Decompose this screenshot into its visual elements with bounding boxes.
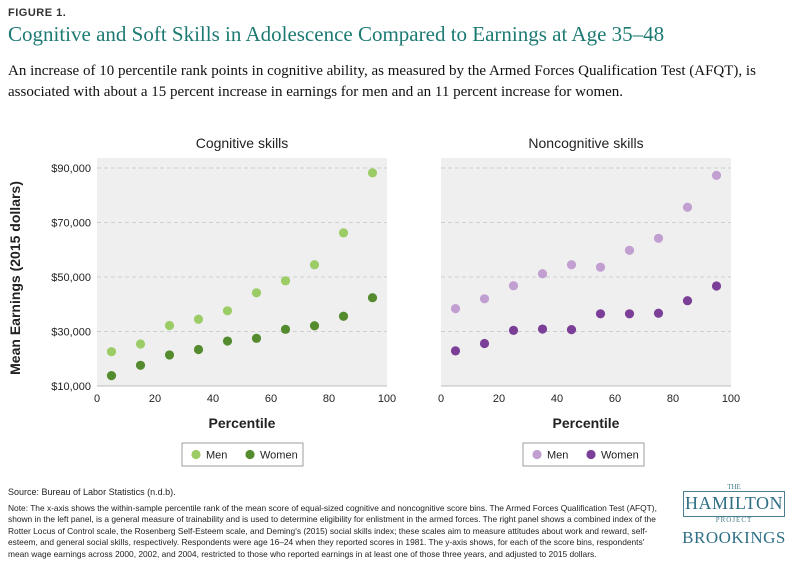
figure-subtitle: An increase of 10 percentile rank points… bbox=[8, 63, 756, 100]
cognitive-x-tick-label: 0 bbox=[94, 393, 100, 405]
cognitive-women-point bbox=[251, 333, 262, 343]
noncognitive-x-tick-label: 20 bbox=[493, 393, 505, 405]
source-note: Source: Bureau of Labor Statistics (n.d.… bbox=[8, 487, 176, 497]
cognitive-women-point bbox=[309, 321, 320, 331]
noncognitive-women-point bbox=[537, 324, 548, 334]
noncognitive-men-point bbox=[566, 260, 577, 270]
cognitive-men-point bbox=[193, 314, 204, 324]
logo-hamilton: HAMILTON bbox=[684, 493, 783, 513]
cognitive-women-point bbox=[135, 360, 146, 370]
cognitive-women-point bbox=[222, 336, 233, 346]
noncognitive-panel: Noncognitive skills 0 20 40 60 80 100 Percentil… bbox=[438, 135, 740, 467]
cognitive-legend-box bbox=[181, 442, 304, 467]
noncognitive-men-point bbox=[711, 170, 722, 180]
noncognitive-legend-men-swatch bbox=[532, 449, 542, 460]
noncognitive-men-point bbox=[682, 202, 693, 212]
noncognitive-men-point bbox=[624, 245, 635, 255]
y-tick-label: $90,000 bbox=[51, 163, 91, 175]
logo-brookings: BROOKINGS bbox=[682, 528, 786, 547]
noncognitive-women-point bbox=[653, 308, 664, 318]
noncognitive-x-tick-label: 0 bbox=[438, 393, 444, 405]
cognitive-legend-men-label: Men bbox=[206, 450, 227, 462]
noncognitive-women-point bbox=[450, 346, 461, 356]
noncognitive-women-point bbox=[682, 296, 693, 306]
y-tick-label: $50,000 bbox=[51, 272, 91, 284]
cognitive-x-tick-label: 40 bbox=[207, 393, 219, 405]
cognitive-x-tick-label: 60 bbox=[265, 393, 277, 405]
cognitive-men-point bbox=[309, 260, 320, 270]
cognitive-women-point bbox=[164, 350, 175, 360]
noncognitive-x-tick-label: 40 bbox=[551, 393, 563, 405]
noncognitive-women-point bbox=[624, 309, 635, 319]
noncognitive-x-tick-label: 60 bbox=[609, 393, 621, 405]
cognitive-legend-women-swatch bbox=[245, 449, 255, 460]
cognitive-x-axis-title: Percentile bbox=[209, 415, 276, 431]
cognitive-legend-men-swatch bbox=[191, 449, 201, 460]
cognitive-legend: Men Women bbox=[181, 442, 304, 467]
cognitive-plot-area bbox=[97, 158, 387, 386]
cognitive-legend-women-label: Women bbox=[260, 450, 298, 462]
noncognitive-x-tick-label: 80 bbox=[667, 393, 679, 405]
logo-project: PROJECT bbox=[715, 516, 753, 524]
cognitive-panel: Cognitive skills $10,000 $30,000 $50,000 $70… bbox=[51, 135, 396, 467]
y-tick-label: $70,000 bbox=[51, 218, 91, 230]
cognitive-men-point bbox=[367, 168, 378, 178]
noncognitive-legend-men-label: Men bbox=[547, 450, 568, 462]
noncognitive-x-axis-title: Percentile bbox=[553, 415, 620, 431]
noncognitive-men-point bbox=[595, 262, 606, 272]
noncognitive-women-point bbox=[508, 325, 519, 336]
cognitive-men-point bbox=[280, 276, 291, 286]
y-axis-title: Mean Earnings (2015 dollars) bbox=[7, 181, 23, 375]
noncognitive-women-point bbox=[479, 338, 490, 349]
charts-svg: Mean Earnings (2015 dollars) Cognitive s… bbox=[7, 135, 740, 467]
cognitive-men-point bbox=[222, 306, 233, 316]
cognitive-men-point bbox=[135, 339, 146, 349]
cognitive-x-tick-label: 100 bbox=[378, 393, 396, 405]
cognitive-women-point bbox=[280, 324, 291, 334]
noncognitive-legend-women-label: Women bbox=[601, 450, 639, 462]
cognitive-men-point bbox=[106, 347, 117, 357]
cognitive-panel-title: Cognitive skills bbox=[196, 135, 289, 151]
cognitive-men-point bbox=[338, 228, 349, 238]
y-tick-label: $30,000 bbox=[51, 327, 91, 339]
noncognitive-women-point bbox=[566, 324, 577, 335]
logo-the: THE bbox=[727, 483, 741, 491]
cognitive-men-point bbox=[251, 288, 262, 298]
noncognitive-legend: Men Women bbox=[522, 442, 645, 467]
noncognitive-plot-area bbox=[441, 158, 731, 386]
noncognitive-panel-title: Noncognitive skills bbox=[528, 135, 643, 151]
cognitive-women-point bbox=[338, 311, 349, 321]
cognitive-women-point bbox=[193, 344, 204, 355]
figure-label: FIGURE 1. bbox=[8, 7, 67, 19]
noncognitive-men-point bbox=[450, 304, 461, 314]
figure-title: Cognitive and Soft Skills in Adolescence… bbox=[8, 22, 665, 46]
cognitive-women-point bbox=[106, 371, 117, 381]
hamilton-brookings-logo: THE HAMILTON PROJECT BROOKINGS bbox=[676, 483, 792, 573]
noncognitive-legend-women-swatch bbox=[586, 449, 596, 460]
cognitive-x-tick-label: 80 bbox=[323, 393, 335, 405]
noncognitive-legend-box bbox=[522, 442, 645, 467]
noncognitive-men-point bbox=[653, 233, 664, 243]
footnote: Note: The x-axis shows the within-sample… bbox=[8, 503, 657, 559]
cognitive-women-point bbox=[367, 293, 378, 303]
logo-frame bbox=[683, 491, 785, 517]
noncognitive-x-tick-label: 100 bbox=[722, 393, 740, 405]
noncognitive-women-point bbox=[595, 309, 606, 319]
noncognitive-men-point bbox=[479, 294, 490, 304]
cognitive-men-point bbox=[164, 320, 175, 331]
cognitive-x-tick-label: 20 bbox=[149, 393, 161, 405]
noncognitive-men-point bbox=[537, 269, 548, 279]
noncognitive-women-point bbox=[711, 281, 722, 291]
y-tick-label: $10,000 bbox=[51, 381, 91, 393]
noncognitive-men-point bbox=[508, 281, 519, 291]
